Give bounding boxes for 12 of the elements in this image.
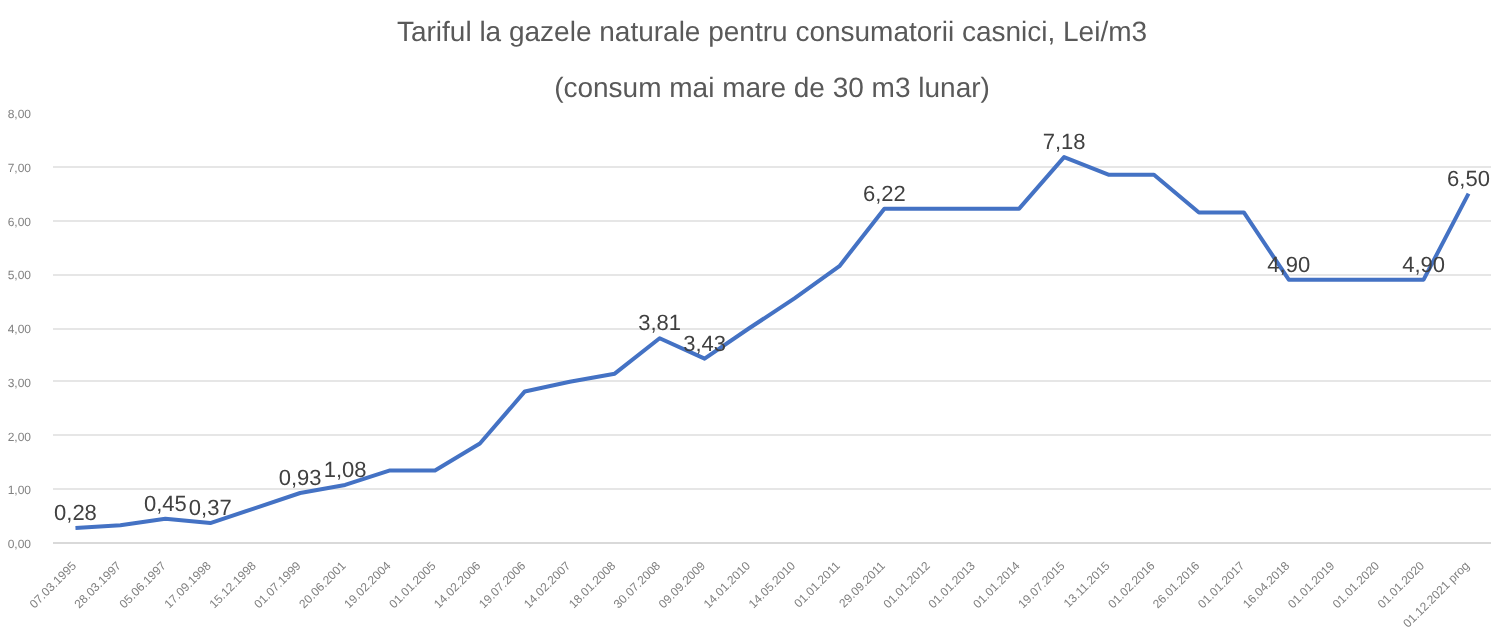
data-label: 3,43 <box>683 332 727 357</box>
data-label: 1,08 <box>323 458 367 483</box>
chart-subtitle: (consum mai mare de 30 m3 lunar) <box>554 71 990 103</box>
data-label: 0,37 <box>188 497 232 522</box>
data-label: 6,22 <box>862 182 906 207</box>
chart-title: Tariful la gazele naturale pentru consumatorii casnici, Lei/m3 <box>396 15 1148 47</box>
data-label: 3,81 <box>638 312 682 337</box>
data-label: 6,50 <box>1447 167 1490 192</box>
data-label: 7,18 <box>1042 131 1086 156</box>
data-label: 0,28 <box>54 501 97 526</box>
data-label: 0,45 <box>143 492 187 517</box>
data-label: 0,93 <box>278 467 322 492</box>
